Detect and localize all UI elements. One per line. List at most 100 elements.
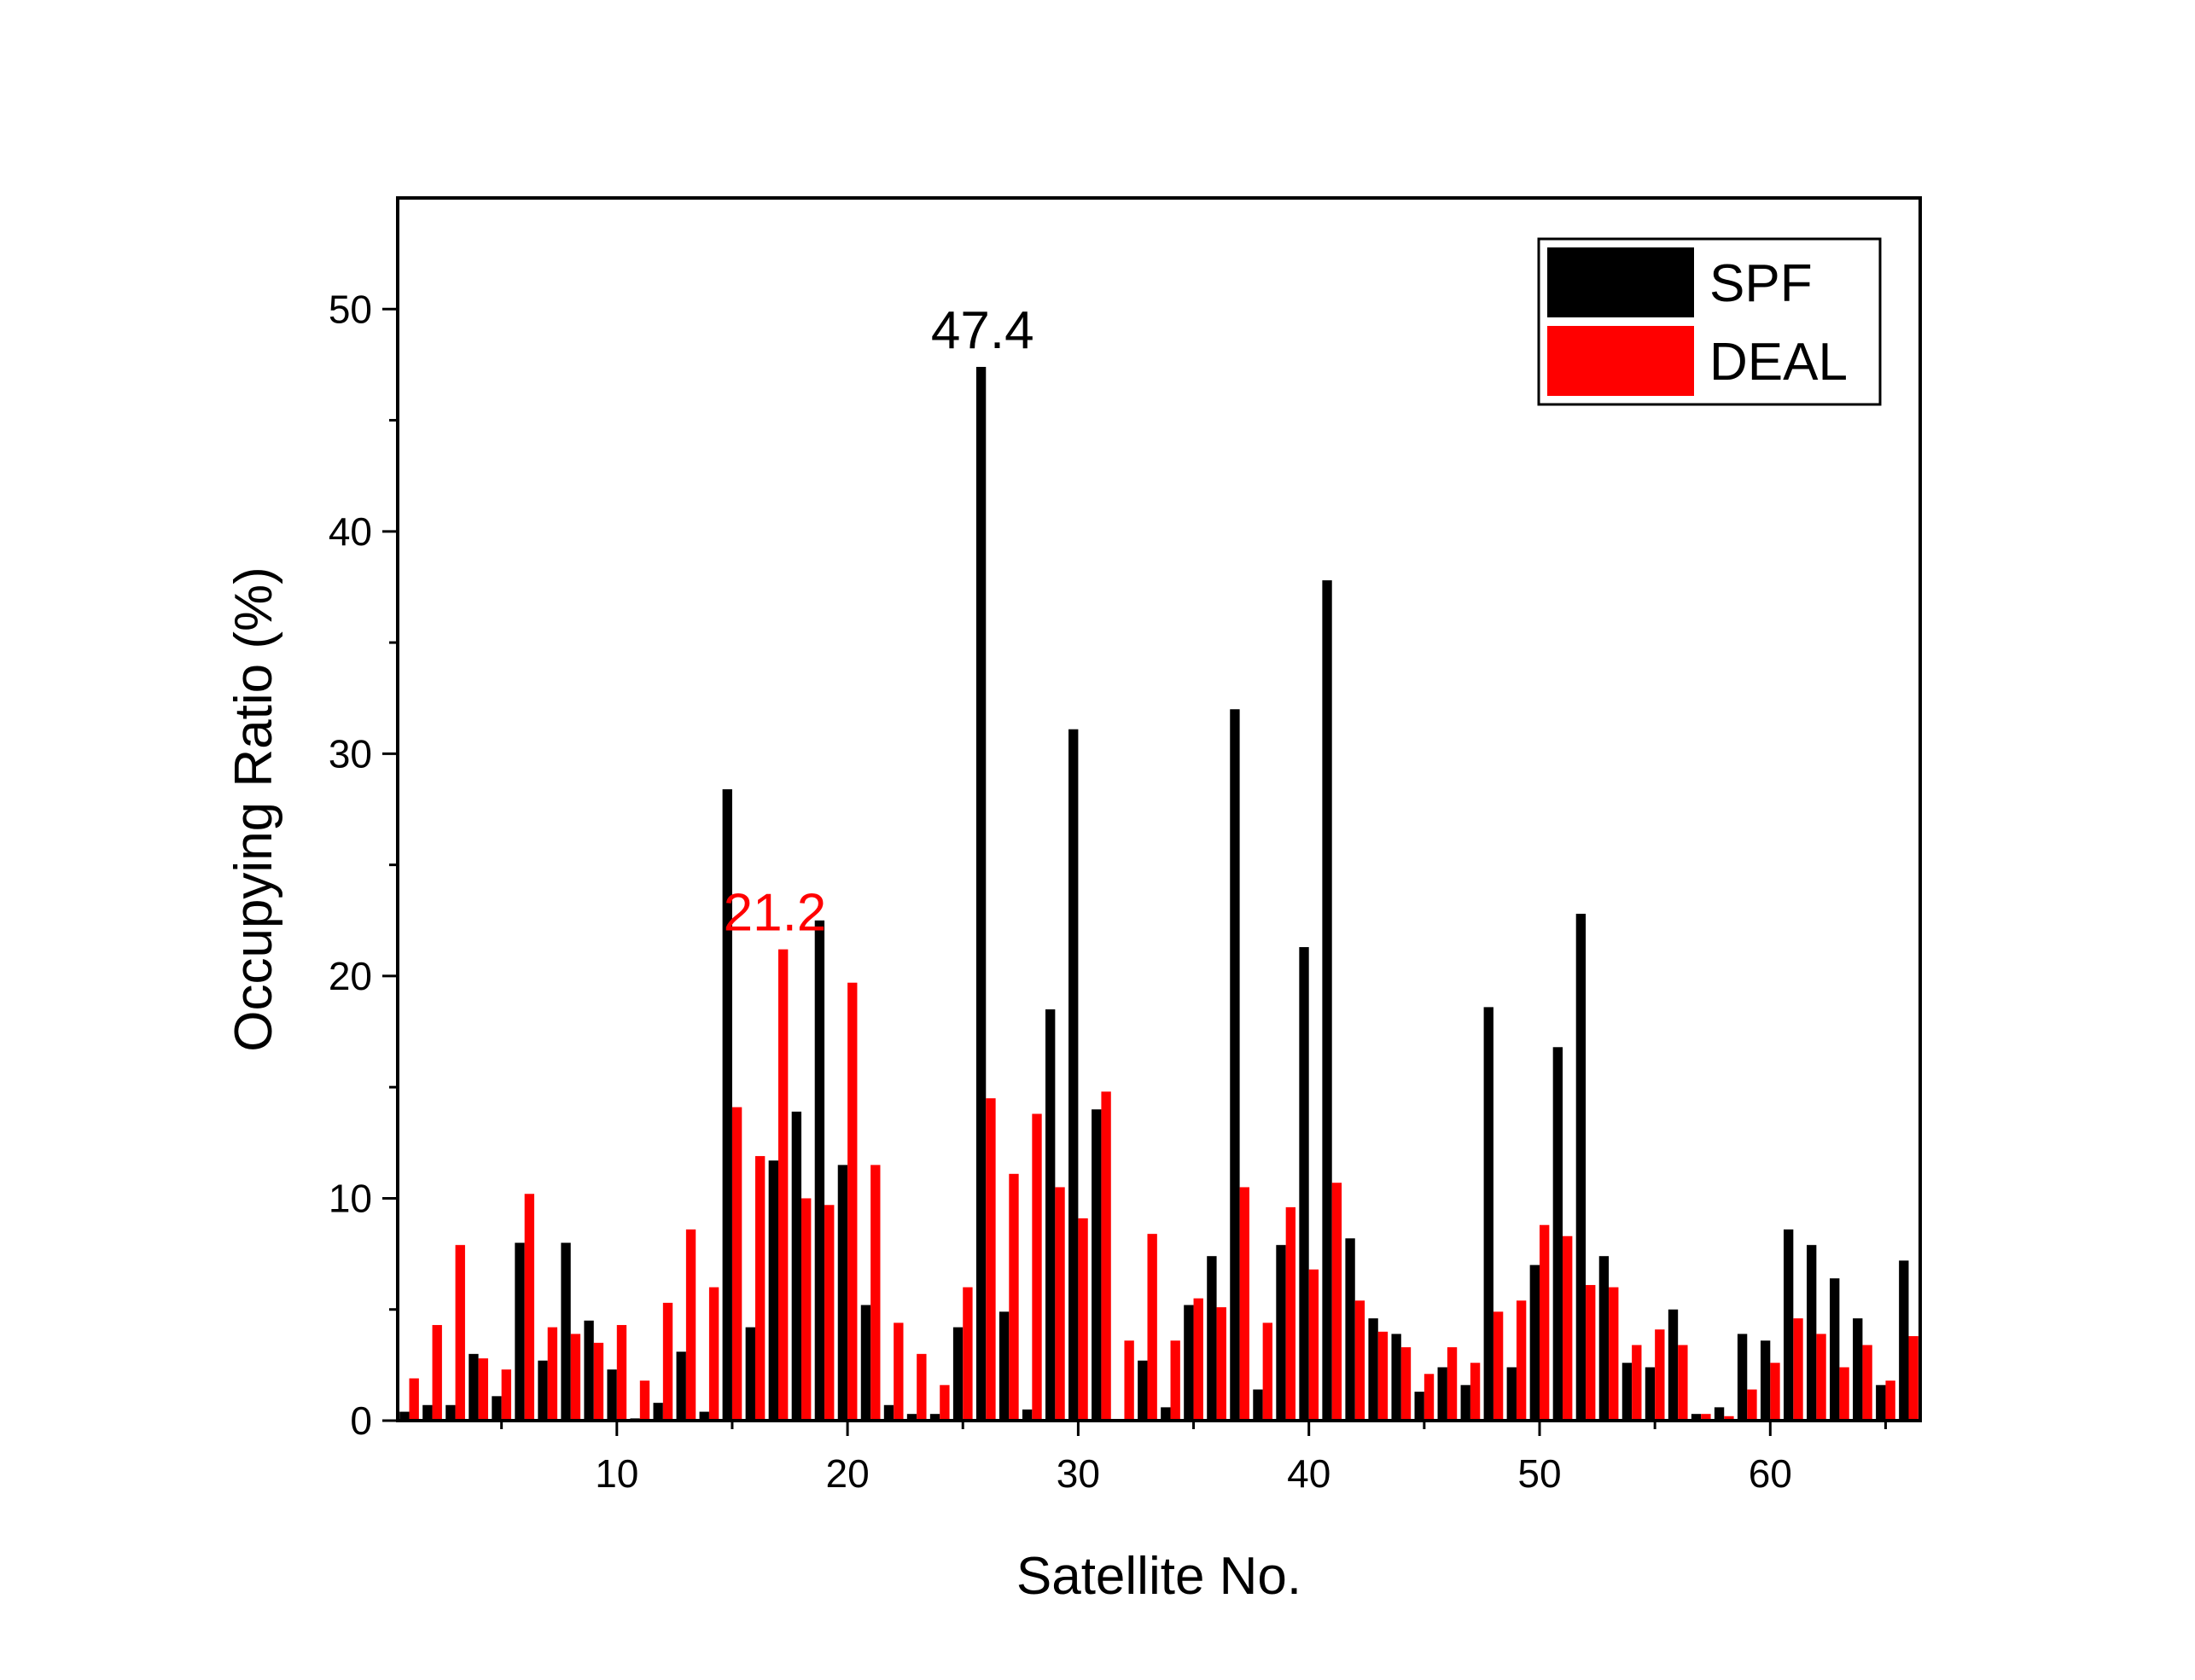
x-tick-label-60: 60 bbox=[1749, 1451, 1792, 1496]
bar-deal-44 bbox=[1400, 1347, 1412, 1421]
bar-deal-22 bbox=[894, 1322, 904, 1421]
bar-spf-12 bbox=[653, 1403, 663, 1421]
bar-deal-30 bbox=[1078, 1218, 1088, 1421]
bar-spf-49 bbox=[1506, 1367, 1517, 1421]
bar-deal-29 bbox=[1055, 1187, 1065, 1421]
bar-spf-13 bbox=[676, 1352, 686, 1421]
bar-deal-60 bbox=[1770, 1363, 1780, 1421]
y-tick-label-30: 30 bbox=[329, 731, 372, 776]
bar-spf-62 bbox=[1807, 1245, 1817, 1421]
x-tick-label-30: 30 bbox=[1057, 1451, 1100, 1496]
bar-spf-43 bbox=[1368, 1318, 1378, 1421]
x-tick-label-40: 40 bbox=[1287, 1451, 1330, 1496]
bar-deal-31 bbox=[1101, 1091, 1111, 1421]
bar-spf-60 bbox=[1760, 1340, 1771, 1421]
bar-spf-46 bbox=[1437, 1367, 1447, 1421]
bar-spf-31 bbox=[1092, 1109, 1102, 1421]
bar-deal-27 bbox=[1009, 1173, 1019, 1421]
bar-deal-56 bbox=[1678, 1345, 1688, 1421]
bar-deal-7 bbox=[547, 1327, 558, 1421]
bar-deal-3 bbox=[455, 1245, 465, 1421]
bar-deal-54 bbox=[1632, 1345, 1642, 1421]
bar-deal-55 bbox=[1655, 1329, 1665, 1421]
bar-deal-25 bbox=[963, 1287, 973, 1421]
bar-spf-56 bbox=[1668, 1309, 1679, 1421]
bar-spf-47 bbox=[1460, 1385, 1470, 1421]
bar-spf-15 bbox=[722, 789, 732, 1421]
bar-spf-55 bbox=[1645, 1367, 1656, 1421]
bar-deal-13 bbox=[685, 1229, 696, 1421]
bar-spf-1 bbox=[399, 1411, 410, 1421]
y-tick-label-20: 20 bbox=[329, 954, 372, 998]
y-tick-label-0: 0 bbox=[350, 1398, 372, 1443]
bar-deal-2 bbox=[432, 1324, 442, 1421]
x-tick-label-20: 20 bbox=[826, 1451, 870, 1496]
bar-spf-45 bbox=[1414, 1392, 1424, 1421]
bar-deal-8 bbox=[570, 1334, 581, 1421]
bar-deal-16 bbox=[754, 1155, 766, 1421]
bar-spf-58 bbox=[1714, 1407, 1725, 1421]
bar-deal-6 bbox=[524, 1194, 535, 1421]
bar-spf-40 bbox=[1299, 947, 1309, 1421]
bar-deal-9 bbox=[593, 1342, 604, 1421]
bar-spf-48 bbox=[1483, 1007, 1493, 1421]
bar-deal-28 bbox=[1032, 1113, 1042, 1421]
bar-deal-18 bbox=[801, 1198, 812, 1421]
bar-deal-62 bbox=[1816, 1334, 1826, 1421]
bar-deal-37 bbox=[1239, 1187, 1249, 1421]
bar-spf-35 bbox=[1184, 1305, 1194, 1421]
x-axis-title: Satellite No. bbox=[1016, 1547, 1301, 1606]
bar-deal-66 bbox=[1908, 1335, 1918, 1421]
bar-spf-66 bbox=[1899, 1260, 1909, 1421]
bar-deal-21 bbox=[870, 1165, 881, 1421]
bar-spf-6 bbox=[515, 1242, 525, 1421]
legend-label-spf: SPF bbox=[1709, 254, 1813, 313]
bar-spf-59 bbox=[1737, 1334, 1748, 1421]
bar-spf-44 bbox=[1391, 1334, 1401, 1421]
bar-spf-8 bbox=[561, 1242, 571, 1421]
bar-spf-63 bbox=[1830, 1278, 1840, 1421]
bar-deal-47 bbox=[1470, 1363, 1481, 1421]
bar-spf-28 bbox=[1022, 1409, 1033, 1421]
bar-deal-12 bbox=[662, 1302, 673, 1421]
bar-spf-26 bbox=[975, 367, 987, 1421]
bar-spf-30 bbox=[1068, 729, 1079, 1421]
bar-deal-59 bbox=[1747, 1389, 1757, 1421]
legend-label-deal: DEAL bbox=[1709, 333, 1848, 392]
bar-deal-61 bbox=[1793, 1318, 1803, 1421]
bar-deal-23 bbox=[917, 1353, 927, 1421]
bar-spf-29 bbox=[1045, 1009, 1056, 1421]
bar-deal-33 bbox=[1147, 1234, 1157, 1421]
legend-swatch-spf bbox=[1547, 247, 1694, 317]
bar-spf-42 bbox=[1345, 1238, 1355, 1421]
bar-deal-26 bbox=[986, 1098, 996, 1421]
bar-deal-51 bbox=[1563, 1235, 1573, 1421]
bar-deal-14 bbox=[708, 1287, 719, 1421]
bar-spf-34 bbox=[1161, 1407, 1171, 1421]
bar-deal-52 bbox=[1586, 1285, 1596, 1421]
legend-swatch-deal bbox=[1547, 326, 1694, 396]
bar-spf-61 bbox=[1783, 1229, 1794, 1421]
x-tick-label-50: 50 bbox=[1517, 1451, 1561, 1496]
bars-layer bbox=[399, 367, 1918, 1421]
x-tick-label-10: 10 bbox=[595, 1451, 638, 1496]
bar-deal-15 bbox=[731, 1107, 742, 1421]
bar-deal-48 bbox=[1493, 1311, 1504, 1421]
bar-spf-33 bbox=[1138, 1360, 1148, 1421]
bar-spf-14 bbox=[699, 1411, 709, 1421]
bar-spf-54 bbox=[1622, 1363, 1633, 1421]
bar-spf-36 bbox=[1207, 1256, 1217, 1421]
bar-spf-52 bbox=[1575, 913, 1587, 1421]
bar-spf-53 bbox=[1598, 1256, 1610, 1421]
bar-spf-38 bbox=[1253, 1389, 1263, 1421]
bar-spf-39 bbox=[1276, 1245, 1286, 1421]
bar-deal-41 bbox=[1331, 1183, 1342, 1421]
bar-deal-64 bbox=[1862, 1345, 1872, 1421]
bar-spf-19 bbox=[814, 920, 825, 1421]
axis-ticks: 0 10 20 30 40 50 10 20 30 40 50 60 bbox=[329, 287, 1887, 1496]
bar-spf-3 bbox=[445, 1404, 456, 1421]
y-tick-label-10: 10 bbox=[329, 1176, 372, 1220]
bar-spf-9 bbox=[584, 1320, 594, 1421]
bar-spf-20 bbox=[837, 1165, 848, 1421]
